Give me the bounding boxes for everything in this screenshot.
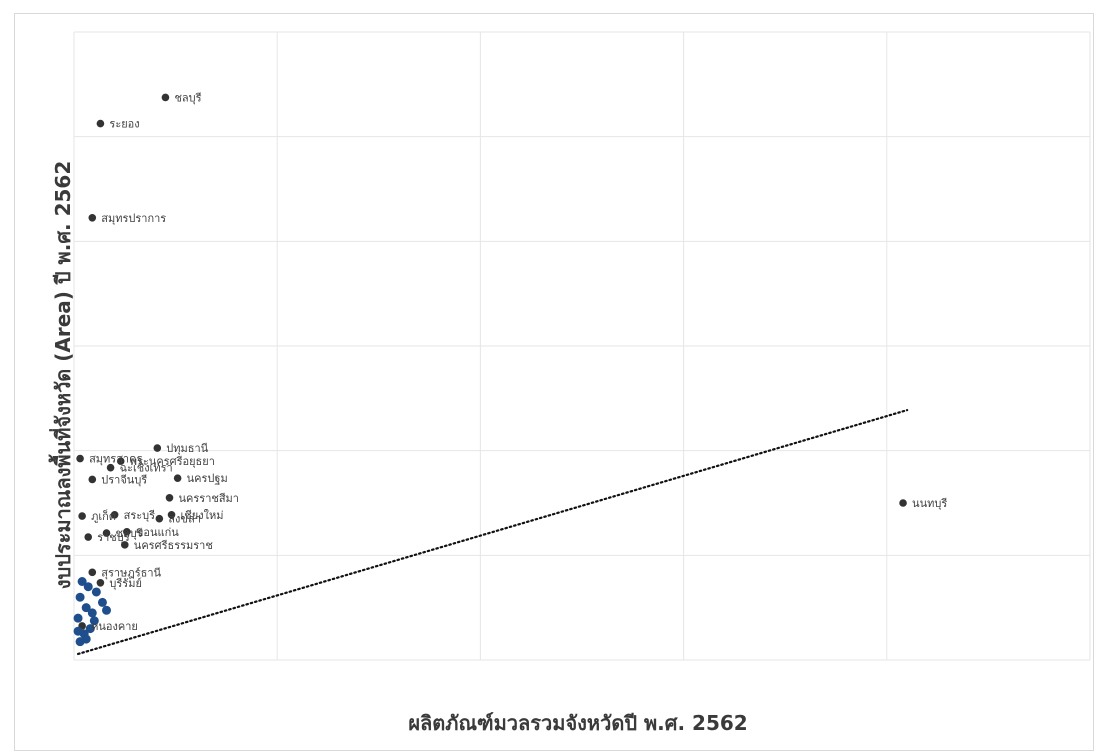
data-point bbox=[88, 213, 97, 222]
point-label: ปทุมธานี bbox=[166, 442, 208, 455]
data-point bbox=[91, 587, 101, 597]
data-point bbox=[87, 608, 97, 618]
point-label: ฉะเชิงเทรา bbox=[120, 462, 173, 475]
point-label: นนทบุรี bbox=[912, 497, 947, 510]
chart-frame bbox=[14, 13, 1094, 751]
point-label: ขอนแก่น bbox=[136, 526, 179, 539]
point-label: นครศรีธรรมราช bbox=[134, 539, 213, 552]
data-point bbox=[123, 527, 131, 536]
data-point bbox=[106, 463, 115, 472]
x-axis-title: ผลิตภัณฑ์มวลรวมจังหวัดปี พ.ศ. 2562 bbox=[408, 711, 747, 735]
data-point bbox=[77, 577, 87, 586]
data-point bbox=[96, 119, 105, 128]
point-label: สมุทรสาคร bbox=[89, 453, 142, 466]
point-labels-layer: ชลบุรีระยองสมุทรปราการนนทบุรีปทุมธานีสมุ… bbox=[89, 91, 947, 633]
point-label: นครปฐม bbox=[187, 472, 228, 485]
point-label: นครราชสีมา bbox=[179, 492, 239, 505]
data-point bbox=[97, 597, 107, 607]
point-label: ชลบุรี bbox=[174, 91, 201, 104]
data-point bbox=[73, 626, 83, 636]
data-point bbox=[161, 93, 170, 102]
data-points-layer bbox=[73, 93, 907, 647]
point-label: พระนครศรีอยุธยา bbox=[130, 455, 215, 468]
data-point bbox=[121, 541, 129, 549]
data-point bbox=[102, 605, 112, 615]
data-point bbox=[76, 454, 84, 463]
data-point bbox=[89, 616, 99, 626]
point-label: สงขลา bbox=[168, 513, 201, 526]
data-point bbox=[88, 475, 97, 484]
data-point bbox=[73, 613, 83, 623]
data-point bbox=[153, 444, 162, 452]
data-point bbox=[155, 514, 164, 523]
point-label: สระบุรี bbox=[124, 509, 156, 522]
point-label: ปราจีนบุรี bbox=[101, 473, 147, 486]
data-point bbox=[899, 499, 907, 507]
point-label: ภูเก็ต bbox=[91, 509, 116, 523]
chart-gridlines bbox=[73, 31, 1091, 661]
data-point bbox=[165, 493, 174, 502]
data-point bbox=[75, 592, 85, 602]
data-point bbox=[110, 510, 119, 519]
point-label: ระยอง bbox=[109, 118, 139, 131]
data-point bbox=[167, 510, 176, 519]
point-label: หนองคาย bbox=[91, 620, 138, 633]
point-label: บุรีรัมย์ bbox=[109, 577, 142, 590]
data-point bbox=[78, 512, 86, 520]
point-label: สุราษฎร์ธานี bbox=[101, 566, 161, 579]
data-point bbox=[88, 568, 97, 577]
data-point bbox=[85, 624, 95, 634]
point-label: ราชบุรี bbox=[97, 531, 130, 544]
data-point bbox=[83, 582, 93, 592]
trendline bbox=[76, 409, 909, 656]
data-point bbox=[116, 457, 125, 465]
data-point bbox=[96, 579, 105, 587]
data-point bbox=[84, 533, 93, 541]
data-point bbox=[102, 529, 111, 537]
data-point bbox=[81, 634, 91, 644]
point-label: เชียงใหม่ bbox=[181, 509, 224, 522]
data-point bbox=[173, 474, 182, 482]
data-point bbox=[81, 603, 91, 613]
point-label: สมุทรปราการ bbox=[101, 212, 166, 225]
point-label: ชลบุรี bbox=[116, 527, 143, 540]
y-axis-title: งบประมาณลงพื้นที่จังหวัด (Area) ปี พ.ศ. … bbox=[48, 161, 75, 590]
trendline-layer bbox=[76, 409, 909, 656]
